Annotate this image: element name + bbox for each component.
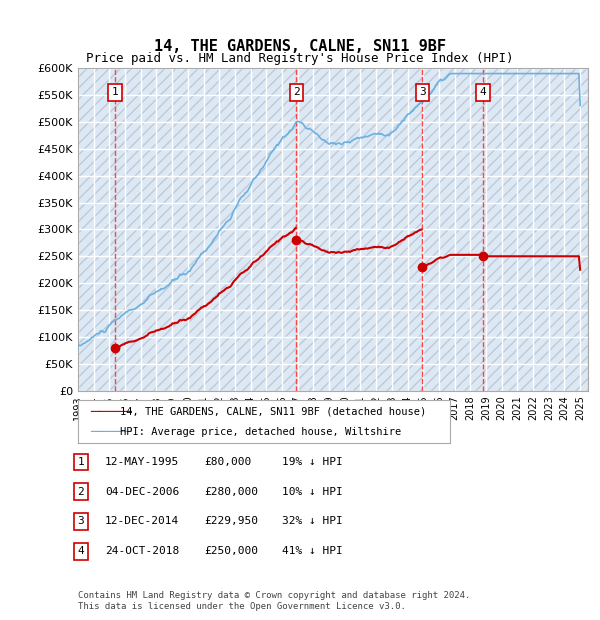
Text: 4: 4: [479, 87, 487, 97]
Text: 1: 1: [77, 457, 85, 467]
Text: ─────: ─────: [90, 425, 132, 438]
Text: 12-DEC-2014: 12-DEC-2014: [105, 516, 179, 526]
Text: 10% ↓ HPI: 10% ↓ HPI: [282, 487, 343, 497]
Text: 14, THE GARDENS, CALNE, SN11 9BF (detached house): 14, THE GARDENS, CALNE, SN11 9BF (detach…: [120, 407, 426, 417]
Text: £250,000: £250,000: [204, 546, 258, 556]
Text: 2: 2: [293, 87, 300, 97]
Text: Price paid vs. HM Land Registry's House Price Index (HPI): Price paid vs. HM Land Registry's House …: [86, 53, 514, 65]
Text: £229,950: £229,950: [204, 516, 258, 526]
Text: 04-DEC-2006: 04-DEC-2006: [105, 487, 179, 497]
Text: ─────: ─────: [90, 405, 132, 418]
Text: 4: 4: [77, 546, 85, 556]
Text: £280,000: £280,000: [204, 487, 258, 497]
Text: 12-MAY-1995: 12-MAY-1995: [105, 457, 179, 467]
Text: 2: 2: [77, 487, 85, 497]
Text: 3: 3: [77, 516, 85, 526]
Text: 19% ↓ HPI: 19% ↓ HPI: [282, 457, 343, 467]
Text: 41% ↓ HPI: 41% ↓ HPI: [282, 546, 343, 556]
Text: £80,000: £80,000: [204, 457, 251, 467]
Text: 14, THE GARDENS, CALNE, SN11 9BF: 14, THE GARDENS, CALNE, SN11 9BF: [154, 39, 446, 54]
Text: Contains HM Land Registry data © Crown copyright and database right 2024.
This d: Contains HM Land Registry data © Crown c…: [78, 591, 470, 611]
Text: HPI: Average price, detached house, Wiltshire: HPI: Average price, detached house, Wilt…: [120, 427, 401, 436]
Text: 24-OCT-2018: 24-OCT-2018: [105, 546, 179, 556]
Text: 1: 1: [112, 87, 118, 97]
Text: 32% ↓ HPI: 32% ↓ HPI: [282, 516, 343, 526]
Text: 3: 3: [419, 87, 426, 97]
